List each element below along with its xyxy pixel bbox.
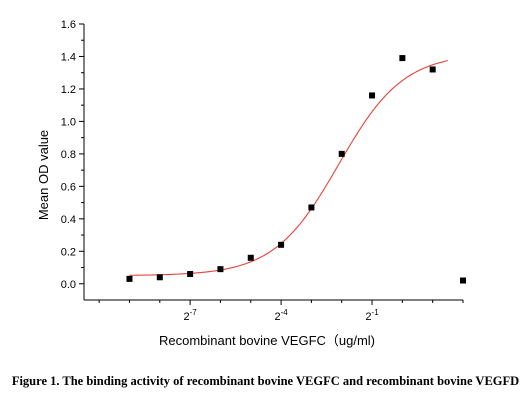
data-point	[429, 66, 436, 73]
fit-curve	[129, 60, 448, 276]
figure-caption: Figure 1. The binding activity of recomb…	[11, 374, 520, 388]
data-point	[217, 266, 224, 273]
y-tick-label: 1.4	[61, 51, 76, 63]
data-point	[156, 274, 163, 281]
data-point	[126, 275, 133, 282]
data-point	[338, 150, 345, 157]
data-point	[187, 271, 194, 278]
x-tick-label: 2-1	[365, 308, 379, 323]
x-tick-label: 2-4	[274, 308, 288, 323]
x-axis-label: Recombinant bovine VEGFC（ug/ml)	[159, 333, 375, 348]
y-axis-label: Mean OD value	[36, 130, 51, 220]
data-point	[399, 55, 406, 62]
y-tick-label: 1.6	[61, 19, 76, 31]
chart: 0.0 0.2 0.4 0.6 0.8 1.0 1.2 1.4 1.6 2-7 2-4 2-1 Me…	[36, 19, 466, 348]
y-axis-ticks: 0.0 0.2 0.4 0.6 0.8 1.0 1.2 1.4 1.6	[61, 19, 84, 291]
y-tick-label: 0.6	[61, 181, 76, 193]
y-tick-label: 0.4	[61, 214, 76, 226]
data-point	[278, 241, 285, 248]
y-tick-label: 1.0	[61, 116, 76, 128]
data-point	[369, 92, 376, 99]
y-tick-label: 0.2	[61, 246, 76, 258]
x-tick-label: 2-7	[183, 308, 197, 323]
y-tick-label: 0.8	[61, 149, 76, 161]
data-point	[308, 204, 315, 211]
data-points	[126, 55, 466, 284]
data-point	[460, 277, 466, 284]
data-point	[247, 254, 254, 261]
y-tick-label: 0.0	[61, 279, 76, 291]
y-tick-label: 1.2	[61, 84, 76, 96]
x-axis-ticks: 2-7 2-4 2-1	[98, 300, 464, 323]
